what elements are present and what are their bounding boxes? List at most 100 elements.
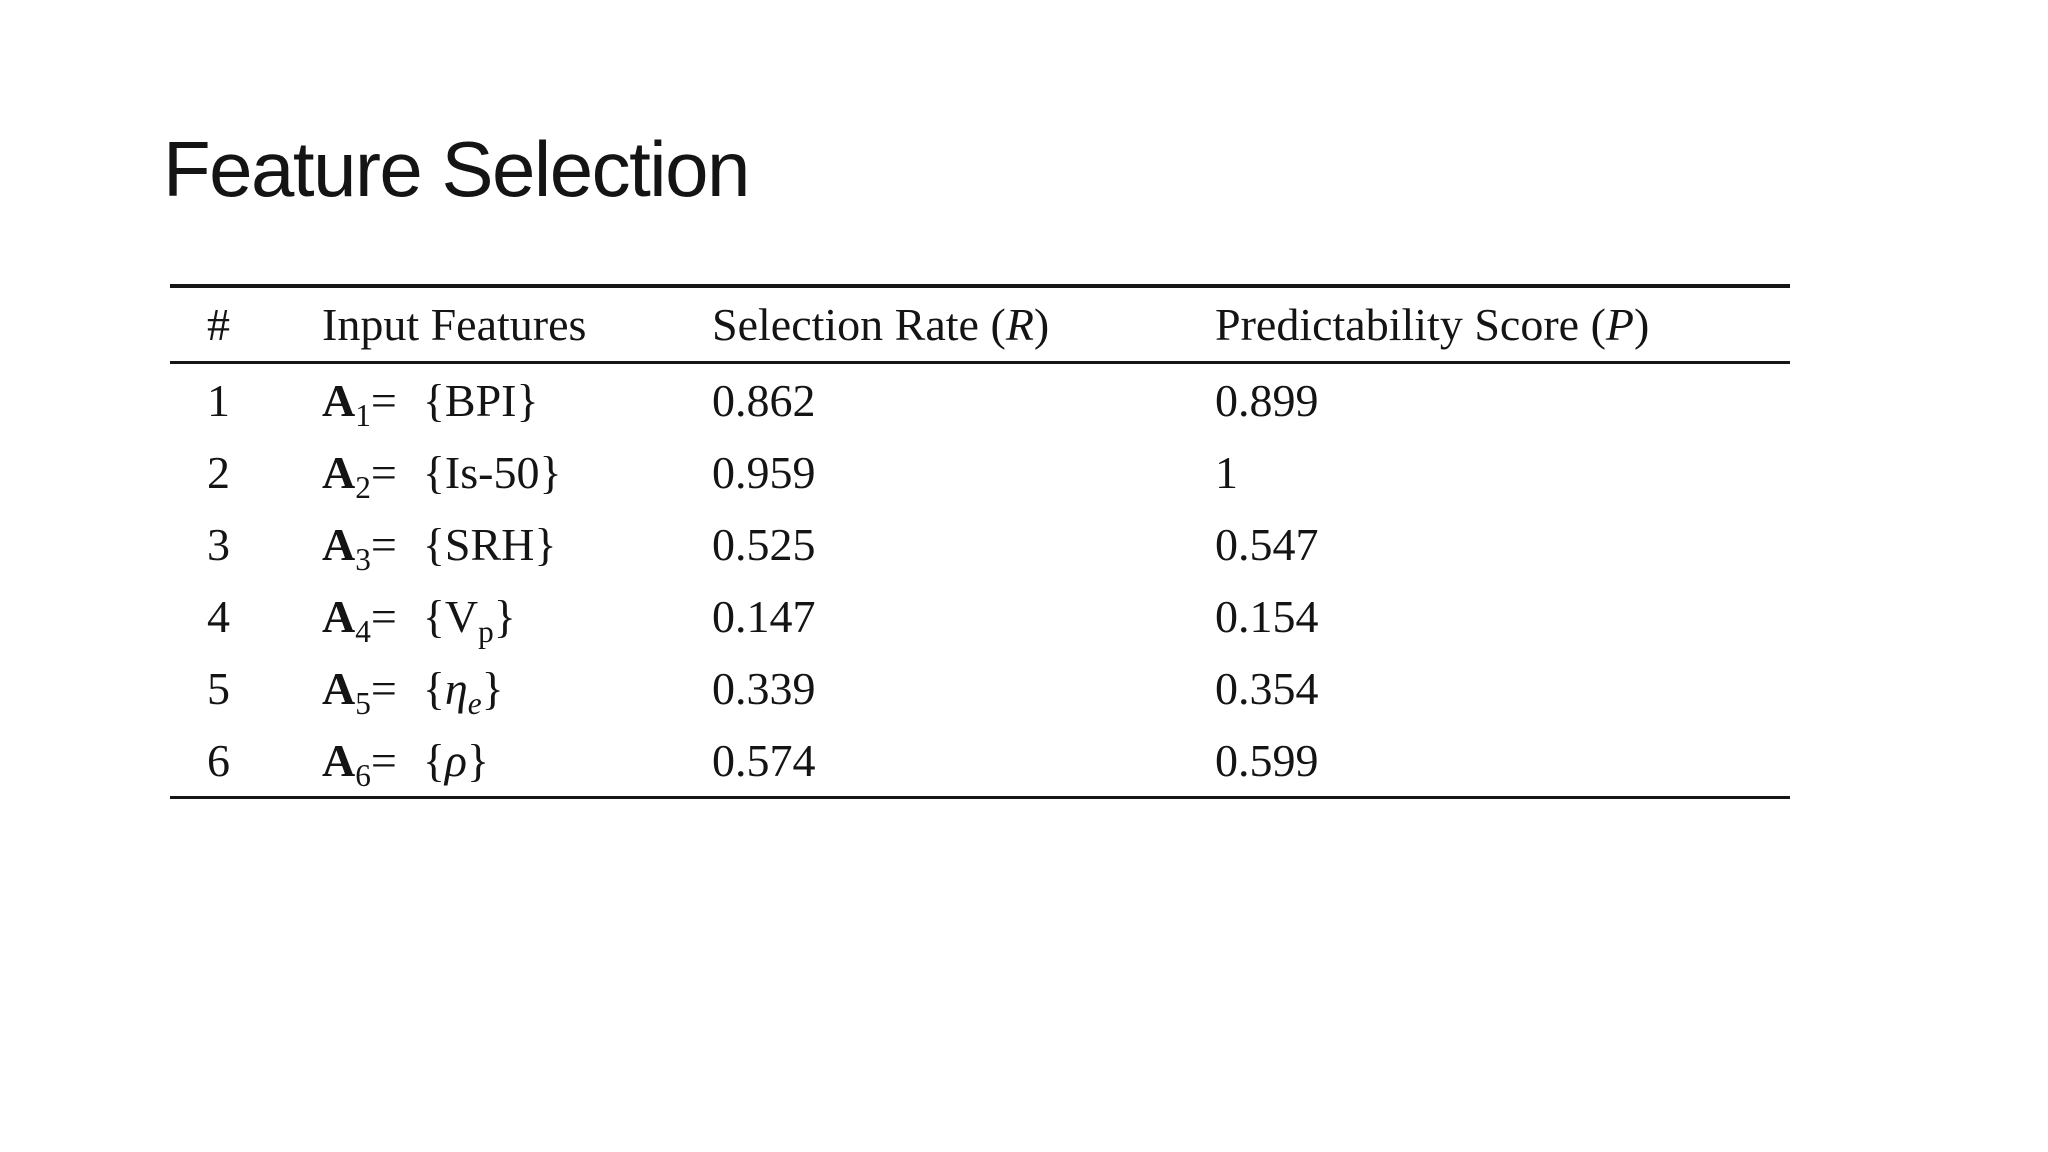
equals-sign: = [370,374,397,426]
row-number: 1 [207,374,230,426]
brace-open: { [422,662,445,714]
input-features-cell: A1= {BPI} [322,374,712,431]
feature-name: BPI [444,374,517,426]
predictability-score-value: 0.599 [1215,734,1319,786]
brace-open: { [422,518,445,570]
set-index: 6 [355,757,371,793]
row-number-cell: 4 [207,590,322,643]
table-row: 3 A3= {SRH} 0.525 0.547 [170,508,1790,580]
set-index: 3 [355,541,371,577]
input-features-cell: A5= {ηe} [322,662,712,719]
feature-set: {BPI} [423,375,539,426]
selection-rate-cell: 0.147 [712,590,1215,643]
row-number: 3 [207,518,230,570]
selection-rate-cell: 0.574 [712,734,1215,787]
slide-title: Feature Selection [163,125,750,213]
equals-sign: = [370,590,397,642]
feature-name: V [444,590,479,642]
predictability-score-cell: 1 [1215,446,1790,499]
predictability-score-value: 0.154 [1215,590,1319,642]
brace-close: } [481,662,504,714]
table-header-row: # Input Features Selection Rate (R) Predict… [170,288,1790,364]
row-number-cell: 6 [207,734,322,787]
feature-name: η [444,662,468,714]
predictability-score-value: 1 [1215,446,1238,498]
set-symbol: A [322,734,356,786]
equals-sign: = [370,734,397,786]
row-number: 2 [207,446,230,498]
column-header-variable: R [1005,299,1034,350]
set-index: 1 [355,397,371,433]
set-symbol: A [322,662,356,714]
brace-close: } [539,446,562,498]
selection-rate-value: 0.147 [712,590,816,642]
set-symbol: A [322,590,356,642]
selection-rate-value: 0.339 [712,662,816,714]
selection-rate-value: 0.525 [712,518,816,570]
brace-close: } [534,518,557,570]
table-row: 5 A5= {ηe} 0.339 0.354 [170,652,1790,724]
feature-subscript: e [467,685,482,721]
row-number: 6 [207,734,230,786]
column-header-predictability-score: Predictability Score (P) [1215,299,1650,350]
table-row: 2 A2= {Is-50} 0.959 1 [170,436,1790,508]
row-number: 5 [207,662,230,714]
input-features-cell: A2= {Is-50} [322,446,712,503]
feature-set: {SRH} [423,519,557,570]
set-symbol: A [322,374,356,426]
selection-rate-cell: 0.959 [712,446,1215,499]
predictability-score-value: 0.547 [1215,518,1319,570]
feature-selection-table: # Input Features Selection Rate (R) Predict… [170,284,1790,799]
equals-sign: = [370,518,397,570]
predictability-score-cell: 0.154 [1215,590,1790,643]
feature-name: ρ [444,734,468,786]
selection-rate-value: 0.959 [712,446,816,498]
feature-subscript: p [478,613,494,649]
selection-rate-value: 0.862 [712,374,816,426]
table-row: 6 A6= {ρ} 0.574 0.599 [170,724,1790,796]
set-index: 2 [355,469,371,505]
selection-rate-value: 0.574 [712,734,816,786]
selection-rate-cell: 0.862 [712,374,1215,427]
equals-sign: = [370,662,397,714]
set-symbol: A [322,518,356,570]
column-header-number: # [207,298,322,351]
brace-open: { [422,446,445,498]
set-symbol: A [322,446,356,498]
feature-name: SRH [444,518,535,570]
column-header-label: Predictability Score [1215,299,1580,350]
column-header-input-features: Input Features [322,298,712,351]
predictability-score-value: 0.899 [1215,374,1319,426]
row-number-cell: 5 [207,662,322,715]
brace-open: { [422,374,445,426]
feature-set: {Vp} [423,590,516,647]
table-row: 4 A4= {Vp} 0.147 0.154 [170,580,1790,652]
column-header-selection-rate: Selection Rate (R) [712,299,1050,350]
input-features-cell: A6= {ρ} [322,734,712,791]
row-number-cell: 2 [207,446,322,499]
column-header-variable: P [1605,299,1635,350]
feature-set: {ρ} [423,735,489,786]
column-header-label: Input Features [322,299,587,350]
predictability-score-cell: 0.547 [1215,518,1790,571]
brace-close: } [493,590,516,642]
feature-set: {Is-50} [423,447,562,498]
row-number-cell: 1 [207,374,322,427]
table-body: 1 A1= {BPI} 0.862 0.899 2 A2= {Is-50} 0.959 1 3 A3=… [170,364,1790,796]
equals-sign: = [370,446,397,498]
brace-close: } [516,374,539,426]
row-number: 4 [207,590,230,642]
selection-rate-cell: 0.339 [712,662,1215,715]
feature-set: {ηe} [422,662,504,719]
predictability-score-cell: 0.354 [1215,662,1790,715]
table-row: 1 A1= {BPI} 0.862 0.899 [170,364,1790,436]
set-index: 4 [355,613,371,649]
selection-rate-cell: 0.525 [712,518,1215,571]
input-features-cell: A4= {Vp} [322,590,712,647]
predictability-score-value: 0.354 [1215,662,1319,714]
feature-name: Is-50 [444,446,540,498]
brace-open: { [422,734,445,786]
input-features-cell: A3= {SRH} [322,518,712,575]
column-header-label: # [207,299,230,350]
